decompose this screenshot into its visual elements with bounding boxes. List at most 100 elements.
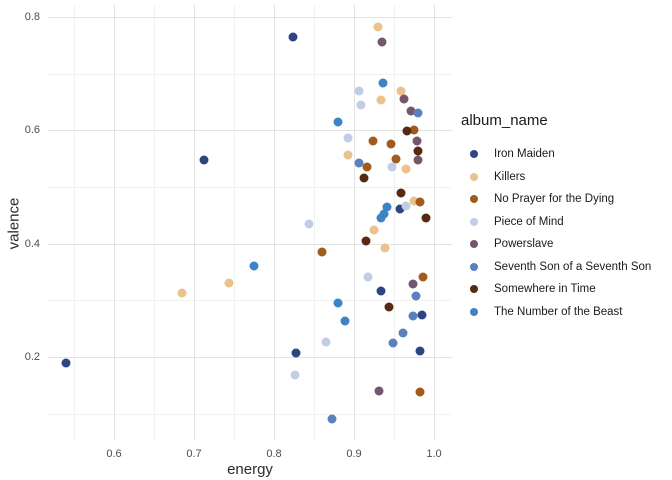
data-point <box>396 188 406 198</box>
data-point <box>359 173 369 183</box>
legend-item: Powerslave <box>461 233 651 256</box>
legend-key-dot <box>470 262 478 271</box>
data-point <box>384 302 394 312</box>
data-point <box>376 213 386 223</box>
y-tick-label: 0.4 <box>24 237 40 250</box>
data-point <box>402 126 412 136</box>
legend: album_name Iron Maiden Killers No Prayer f… <box>461 112 651 323</box>
x-major-gridline <box>274 5 275 441</box>
x-major-gridline <box>434 5 435 441</box>
x-minor-gridline <box>74 5 75 441</box>
data-point <box>382 202 392 212</box>
data-point <box>391 154 401 164</box>
data-point <box>361 236 371 246</box>
data-point <box>377 37 387 47</box>
data-point <box>387 162 397 172</box>
y-tick-label: 0.2 <box>24 351 40 364</box>
legend-key-dot <box>470 285 478 294</box>
legend-title: album_name <box>461 112 548 129</box>
data-point <box>177 288 187 298</box>
data-point <box>199 155 209 165</box>
data-point <box>321 337 331 347</box>
y-major-gridline <box>48 243 452 245</box>
data-point <box>343 150 353 160</box>
legend-item-label: Iron Maiden <box>494 148 555 161</box>
data-point <box>398 328 408 338</box>
data-point <box>363 272 373 282</box>
data-point <box>401 201 411 211</box>
data-point <box>408 311 418 321</box>
data-point <box>304 219 314 229</box>
data-point <box>368 136 378 145</box>
x-major-gridline <box>194 5 195 441</box>
data-point <box>395 204 405 214</box>
data-point <box>401 164 411 174</box>
x-minor-gridline <box>234 5 235 441</box>
data-point <box>417 310 427 320</box>
data-point <box>421 213 431 223</box>
data-point <box>386 139 396 149</box>
data-point <box>291 348 301 358</box>
x-major-gridline <box>354 5 355 441</box>
y-minor-gridline <box>48 186 452 188</box>
legend-item: Iron Maiden <box>461 143 651 166</box>
legend-item: Killers <box>461 166 651 189</box>
data-point <box>413 146 423 156</box>
data-point <box>388 338 398 348</box>
data-point <box>380 243 390 253</box>
data-point <box>224 278 234 288</box>
legend-item: The Number of the Beast <box>461 301 651 324</box>
data-point <box>373 22 383 32</box>
data-point <box>354 86 364 96</box>
data-point <box>406 106 416 116</box>
y-major-gridline <box>48 130 452 132</box>
data-point <box>411 291 421 301</box>
data-point <box>327 414 337 424</box>
y-tick-label: 0.8 <box>24 10 40 23</box>
y-minor-gridline <box>48 73 452 75</box>
x-tick-label: 1.0 <box>426 448 442 460</box>
plot-panel <box>48 5 452 441</box>
data-point <box>409 125 419 135</box>
data-point <box>288 32 298 42</box>
data-point <box>413 108 423 118</box>
data-point <box>376 286 386 296</box>
legend-key-dot <box>470 195 478 204</box>
x-minor-gridline <box>314 5 315 441</box>
data-point <box>412 136 422 145</box>
data-point <box>362 162 372 172</box>
y-minor-gridline <box>48 300 452 302</box>
x-tick-label: 0.6 <box>106 448 122 460</box>
y-major-gridline <box>48 357 452 359</box>
data-point <box>340 316 350 326</box>
data-point <box>415 387 425 397</box>
data-point <box>408 279 418 289</box>
legend-item-label: Seventh Son of a Seventh Son <box>494 260 652 273</box>
data-point <box>333 117 343 127</box>
data-point <box>409 196 419 206</box>
legend-item: Piece of Mind <box>461 211 651 234</box>
legend-key-dot <box>470 240 478 249</box>
legend-item-label: No Prayer for the Dying <box>494 193 615 206</box>
data-point <box>415 197 425 207</box>
data-point <box>354 158 364 168</box>
data-point <box>379 209 389 219</box>
data-point <box>290 370 300 380</box>
x-tick-label: 0.8 <box>266 448 282 460</box>
y-major-gridline <box>48 16 452 18</box>
data-point <box>418 272 428 282</box>
legend-key-dot <box>470 150 478 159</box>
y-axis-title: valence <box>5 197 23 250</box>
legend-item: No Prayer for the Dying <box>461 188 651 211</box>
data-point <box>369 225 379 235</box>
x-minor-gridline <box>154 5 155 441</box>
legend-key-dot <box>470 217 478 226</box>
x-major-gridline <box>114 5 115 441</box>
y-tick-label: 0.6 <box>24 124 40 137</box>
legend-item: Seventh Son of a Seventh Son <box>461 256 651 279</box>
legend-key-dot <box>470 307 478 316</box>
data-point <box>415 346 425 356</box>
legend-item-label: Somewhere in Time <box>494 283 596 296</box>
data-point <box>317 247 327 257</box>
